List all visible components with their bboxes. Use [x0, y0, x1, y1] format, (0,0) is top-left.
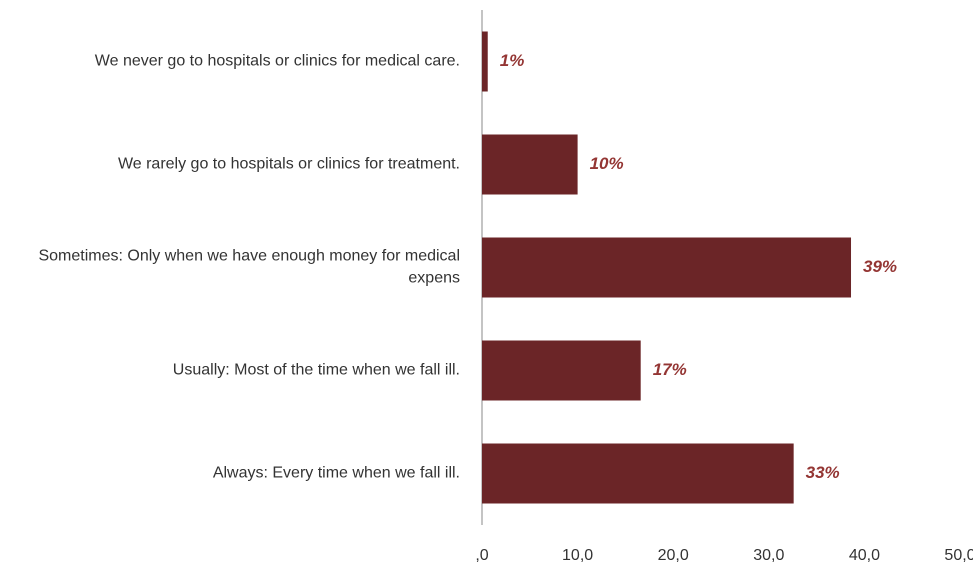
y-tick-label: Always: Every time when we fall ill.	[213, 465, 460, 482]
value-label: 39%	[863, 257, 897, 276]
x-tick-label: 10,0	[562, 547, 593, 564]
bar	[482, 340, 641, 401]
y-tick-label: We rarely go to hospitals or clinics for…	[118, 156, 460, 173]
x-tick-label: 30,0	[753, 547, 784, 564]
y-tick-label: We never go to hospitals or clinics for …	[95, 53, 460, 70]
x-tick-label: 20,0	[658, 547, 689, 564]
bar	[482, 237, 852, 298]
x-tick-label: ,0	[475, 547, 488, 564]
x-tick-label: 50,0	[944, 547, 973, 564]
y-tick-label: Sometimes: Only when we have enough mone…	[38, 248, 460, 287]
value-label: 10%	[590, 154, 624, 173]
x-tick-label: 40,0	[849, 547, 880, 564]
value-label: 33%	[806, 463, 840, 482]
bar	[482, 443, 794, 504]
value-label: 1%	[500, 51, 525, 70]
bar	[482, 134, 578, 195]
y-tick-label: Usually: Most of the time when we fall i…	[173, 362, 460, 379]
value-label: 17%	[653, 360, 687, 379]
bar	[482, 31, 488, 92]
